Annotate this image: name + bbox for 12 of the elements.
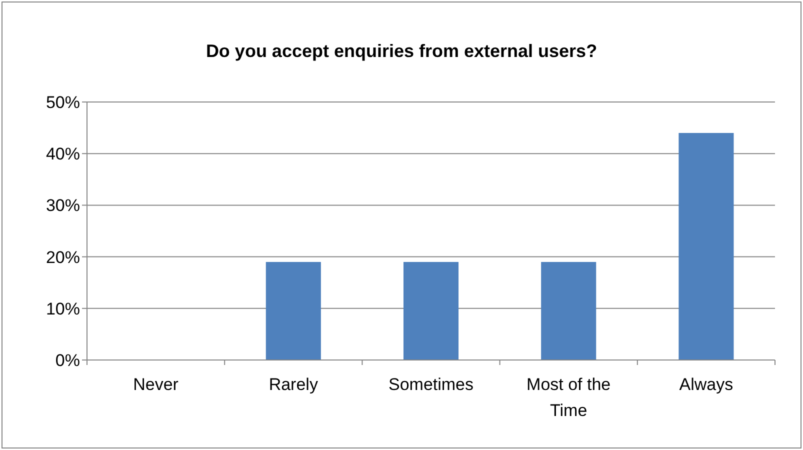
x-tick-label: Rarely (268, 375, 318, 394)
x-tick-label: Never (133, 375, 179, 394)
x-tick-label: Most of the Time (526, 375, 611, 420)
y-tick-label: 20% (46, 248, 80, 267)
x-tick-label: Always (679, 375, 734, 394)
y-tick-label: 10% (46, 299, 80, 318)
y-tick-label: 0% (55, 350, 80, 370)
y-tick-label: 40% (46, 144, 80, 164)
y-tick-label: 30% (46, 196, 80, 216)
y-tick-label: 50% (46, 92, 80, 112)
x-tick-label: Sometimes (388, 375, 474, 394)
chart-title: Do you accept enquiries from external users? (206, 41, 598, 61)
